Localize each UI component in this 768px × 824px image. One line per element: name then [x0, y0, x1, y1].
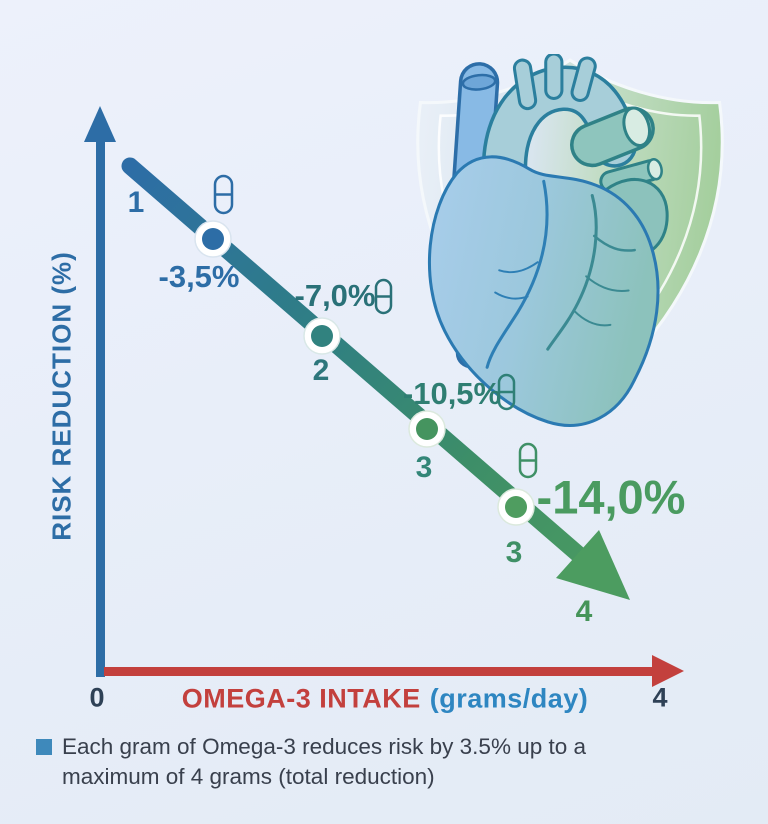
data-point [194, 220, 232, 258]
x-axis-title-main: OMEGA-3 INTAKE [181, 683, 421, 714]
segment-number: 4 [575, 595, 593, 628]
point-value-label: -10,5% [402, 376, 502, 411]
x-tick-4: 4 [652, 682, 668, 713]
x-axis-line [104, 667, 654, 676]
x-axis-title-unit: (grams/day) [429, 683, 589, 714]
segment-number: 3 [415, 451, 433, 484]
y-axis-arrow-icon [84, 106, 116, 142]
footnote-text: Each gram of Omega-3 reduces risk by 3.5… [62, 732, 586, 792]
data-point [408, 410, 446, 448]
segment-number: 2 [312, 354, 330, 387]
bullet-square-icon [36, 739, 52, 755]
segment-number: 1 [127, 186, 145, 219]
footnote-line-1: Each gram of Omega-3 reduces risk by 3.5… [62, 734, 587, 759]
pill-icon [497, 373, 516, 411]
segment-number: 3 [505, 536, 523, 569]
pill-icon [213, 174, 234, 215]
heart-shield-illustration [416, 54, 724, 427]
pill-icon [374, 278, 393, 315]
footnote: Each gram of Omega-3 reduces risk by 3.5… [36, 732, 586, 792]
point-value-label: -3,5% [158, 259, 240, 294]
y-axis-line [96, 140, 105, 677]
data-point [497, 488, 535, 526]
pill-icon [518, 442, 538, 479]
x-axis-arrow-icon [652, 655, 684, 687]
point-value-label: -7,0% [294, 278, 376, 313]
data-point [303, 317, 341, 355]
footnote-line-2: maximum of 4 grams (total reduction) [62, 763, 435, 789]
x-tick-0: 0 [89, 682, 105, 713]
trend-arrowhead-icon [556, 530, 630, 600]
point-value-label: -14,0% [536, 470, 686, 524]
x-axis-title: OMEGA-3 INTAKE (grams/day) [182, 684, 589, 715]
y-axis-title: RISK REDUCTION (%) [46, 251, 77, 541]
heart-icon [427, 54, 669, 427]
